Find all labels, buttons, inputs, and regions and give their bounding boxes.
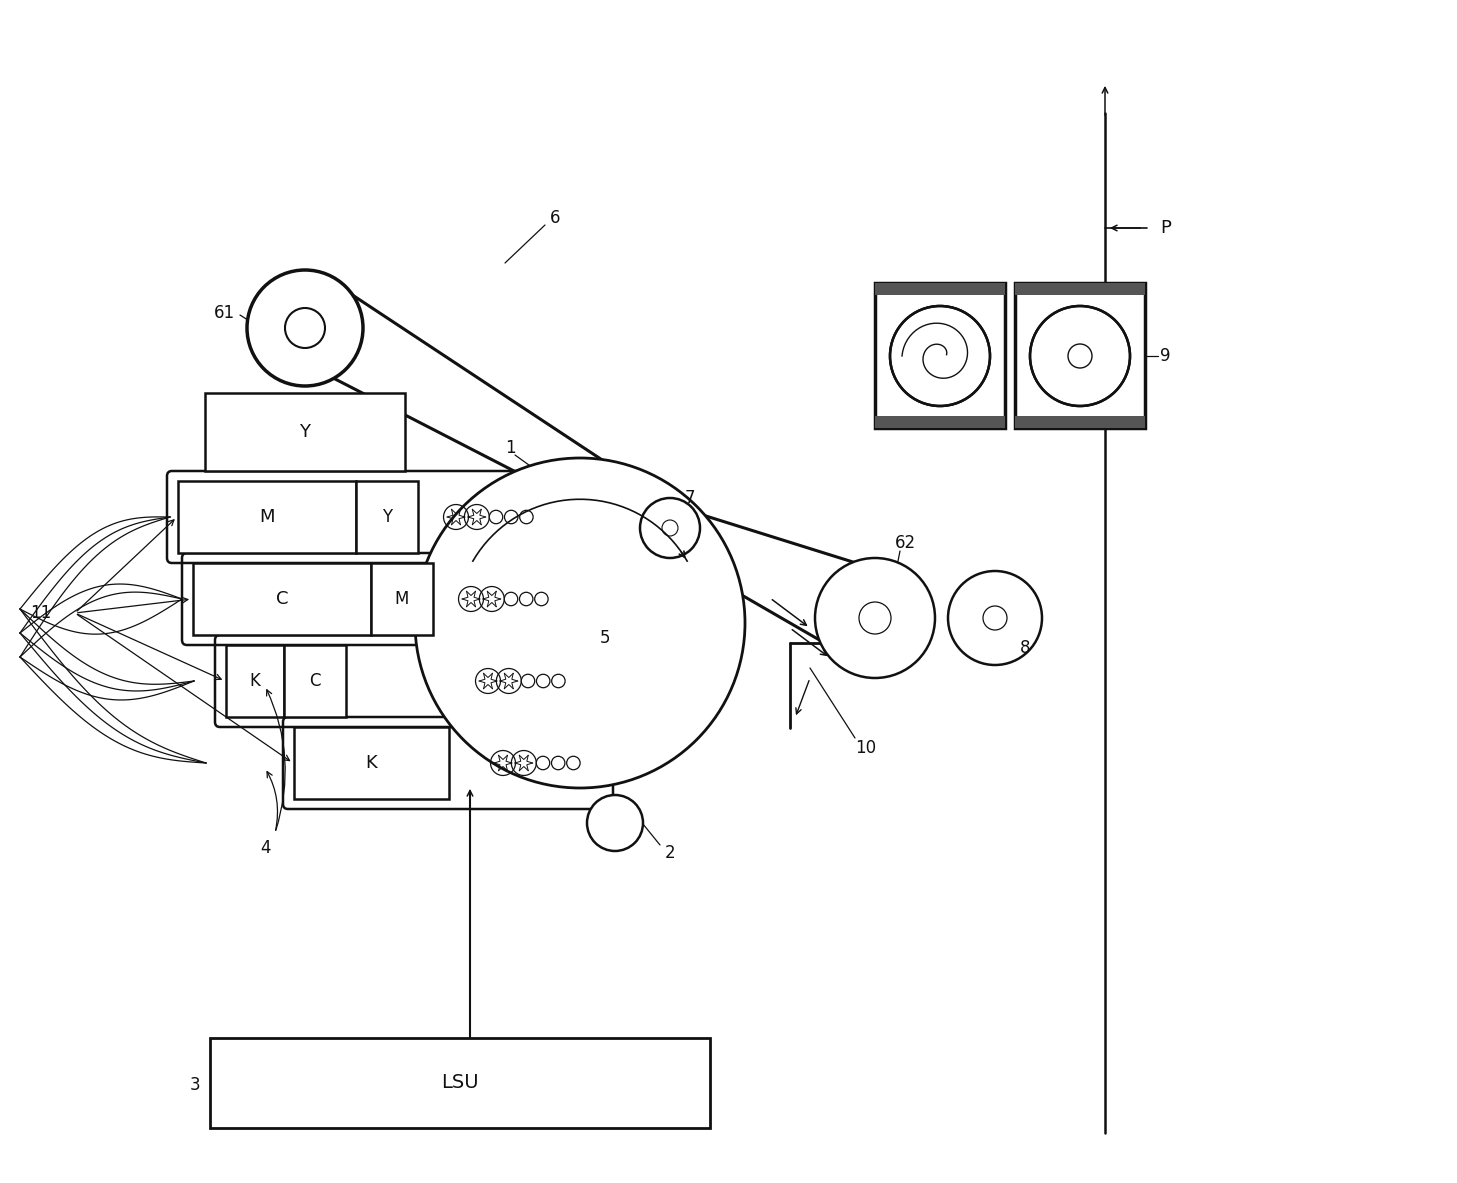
Bar xyxy=(1016,283,1145,428)
Circle shape xyxy=(536,674,549,687)
Circle shape xyxy=(286,308,325,348)
Circle shape xyxy=(490,510,503,524)
Circle shape xyxy=(520,593,533,606)
Circle shape xyxy=(1068,344,1091,368)
Text: P: P xyxy=(1160,219,1171,237)
Circle shape xyxy=(814,558,935,678)
Circle shape xyxy=(415,458,745,788)
Circle shape xyxy=(504,593,517,606)
Bar xyxy=(192,563,372,635)
Text: 5: 5 xyxy=(600,629,610,647)
Text: LSU: LSU xyxy=(441,1073,479,1092)
Text: K: K xyxy=(249,672,261,690)
Circle shape xyxy=(552,756,565,770)
Text: C: C xyxy=(309,672,321,690)
Circle shape xyxy=(567,756,580,770)
Text: 62: 62 xyxy=(895,534,916,552)
Text: 9: 9 xyxy=(1160,347,1170,366)
Circle shape xyxy=(520,510,533,524)
Circle shape xyxy=(248,270,363,386)
Text: C: C xyxy=(275,590,288,608)
Circle shape xyxy=(522,674,535,687)
Text: 2: 2 xyxy=(664,843,675,862)
Circle shape xyxy=(860,602,892,634)
Bar xyxy=(1016,283,1145,295)
Bar xyxy=(876,416,1005,428)
Bar xyxy=(876,283,1005,295)
Bar xyxy=(210,1037,710,1129)
Bar xyxy=(294,728,449,799)
Circle shape xyxy=(640,498,699,558)
Bar xyxy=(178,481,356,552)
Bar xyxy=(172,476,602,558)
Bar xyxy=(284,645,345,717)
Bar xyxy=(226,645,284,717)
Text: M: M xyxy=(259,508,275,526)
Bar xyxy=(372,563,433,635)
Text: 6: 6 xyxy=(549,209,561,227)
Circle shape xyxy=(535,593,548,606)
Text: 4: 4 xyxy=(259,839,271,856)
Text: 1: 1 xyxy=(504,439,516,457)
Text: K: K xyxy=(366,754,377,772)
Circle shape xyxy=(504,510,517,524)
Bar xyxy=(876,283,1005,428)
Circle shape xyxy=(1030,306,1131,406)
Text: M: M xyxy=(395,590,409,608)
Bar xyxy=(1016,416,1145,428)
Circle shape xyxy=(552,674,565,687)
Text: 8: 8 xyxy=(1020,639,1030,657)
Circle shape xyxy=(983,606,1007,631)
Bar xyxy=(356,481,418,552)
Bar xyxy=(205,393,405,471)
Circle shape xyxy=(536,756,549,770)
Text: 10: 10 xyxy=(855,739,876,757)
Circle shape xyxy=(890,306,989,406)
Circle shape xyxy=(587,795,643,851)
Text: Y: Y xyxy=(382,508,392,526)
Text: 7: 7 xyxy=(685,489,695,508)
Text: 61: 61 xyxy=(214,304,235,322)
Text: Y: Y xyxy=(300,424,310,441)
Text: 3: 3 xyxy=(189,1077,200,1094)
Circle shape xyxy=(661,521,678,536)
Text: 11: 11 xyxy=(31,605,51,622)
Circle shape xyxy=(949,571,1042,665)
